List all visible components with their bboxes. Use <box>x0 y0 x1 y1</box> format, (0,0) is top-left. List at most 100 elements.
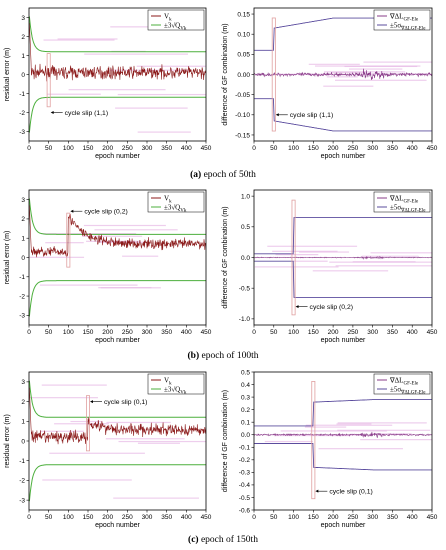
x-tick-label: 350 <box>387 329 398 336</box>
legend-box <box>373 191 431 213</box>
annotation-label: cycle slip (0,2) <box>310 304 353 311</box>
mask-band <box>106 421 171 424</box>
mask-band <box>305 424 393 426</box>
x-tick-label: 200 <box>328 329 339 336</box>
x-tick-label: 400 <box>407 145 418 152</box>
mask-band <box>41 233 137 235</box>
mask-band <box>332 71 365 74</box>
x-tick-label: 400 <box>407 514 418 521</box>
y-tick-label: 0.1 <box>241 419 250 426</box>
y-tick-label: -1 <box>19 458 25 465</box>
legend-entry: ±3√QVk <box>164 385 187 395</box>
caption-b-text: epoch of 100th <box>199 351 259 361</box>
y-axis-label: residual error (m) <box>4 414 11 468</box>
y-tick-label: 1 <box>21 419 25 426</box>
y-tick-label: 0.00 <box>237 72 250 79</box>
legend-entry-sub: k <box>169 381 172 386</box>
mask-band <box>136 65 206 67</box>
mask-band <box>41 384 107 386</box>
mask-band <box>57 38 118 40</box>
mask-band <box>337 422 427 424</box>
slip-box <box>311 381 316 500</box>
y-tick-label: 0.4 <box>241 382 250 389</box>
series-residual <box>29 23 206 82</box>
annotation-arrowhead <box>275 113 279 117</box>
chart-b-right: 0 50 100 150 200 250 300 350 400 450 -1.0 -0.5 0.0 0.… <box>222 189 438 344</box>
mask-band <box>272 250 338 252</box>
mask-band <box>118 440 206 443</box>
x-tick-label: 250 <box>347 514 358 521</box>
y-tick-label: -0.10 <box>235 112 250 119</box>
x-axis-label: epoch number <box>95 153 140 160</box>
series-sigma-upper <box>254 217 432 255</box>
y-tick-label: -1 <box>19 274 25 281</box>
mask-band <box>324 71 406 73</box>
legend-box <box>147 9 205 31</box>
chart-a-right: 0 50 100 150 200 250 300 350 400 450 -0.15 -0.10 -0.… <box>222 7 438 160</box>
legend-entry-main: ∇ΔL <box>389 376 403 384</box>
x-tick-label: 250 <box>122 514 133 521</box>
series-gf-diff <box>254 68 432 80</box>
y-tick-label: -0.15 <box>235 132 250 139</box>
legend-box <box>147 191 205 213</box>
mask-band <box>117 93 206 96</box>
series-threshold-lower <box>29 96 206 133</box>
legend-entry: ±3√QVk <box>164 203 187 213</box>
y-tick-label: 3 <box>21 379 25 386</box>
mask-band <box>29 256 85 258</box>
mask-band <box>312 270 389 272</box>
legend-entry-main: V <box>164 194 169 202</box>
plot-area-b-left <box>29 198 206 317</box>
y-tick-label: 2 <box>21 216 25 223</box>
mask-band <box>94 229 178 231</box>
y-tick-label: -1 <box>19 91 25 98</box>
y-tick-label: -3 <box>19 497 25 504</box>
y-tick-label: 2 <box>21 34 25 41</box>
legend-entry: Vk <box>164 194 172 204</box>
x-tick-label: 350 <box>161 514 172 521</box>
legend-entry-sub: ∇ΔLGF-Ele <box>400 207 426 213</box>
annotation-label: cycle slip (0,1) <box>329 488 372 495</box>
mask-band <box>334 79 427 81</box>
y-tick-label: 0.10 <box>237 31 250 38</box>
mask-band <box>98 287 152 289</box>
y-tick-label: -2 <box>19 110 25 117</box>
series-threshold-upper <box>29 380 206 418</box>
mask-band <box>337 429 431 431</box>
y-tick-label: -0.1 <box>239 445 251 452</box>
mask-band <box>361 255 419 257</box>
x-tick-label: 300 <box>142 145 153 152</box>
x-tick-label: 0 <box>252 145 256 152</box>
mask-band <box>137 131 191 133</box>
y-tick-label: -0.5 <box>239 495 251 502</box>
x-tick-label: 150 <box>308 329 319 336</box>
chart-a-left: 0 50 100 150 200 250 300 350 400 450 -3 -2 -1 0 1 2 3 epo… <box>4 7 212 160</box>
y-axis-label: residual error (m) <box>4 48 11 102</box>
slip-box <box>46 53 51 108</box>
mask-band <box>349 68 403 70</box>
x-tick-label: 300 <box>367 514 378 521</box>
y-tick-label: 0.3 <box>241 394 250 401</box>
legend-entry-main: ±3√Q <box>164 21 180 29</box>
y-tick-label: 1 <box>21 236 25 243</box>
caption-c: (c) epoch of 150th <box>0 535 446 545</box>
x-tick-label: 300 <box>142 329 153 336</box>
mask-band <box>323 85 374 87</box>
y-tick-label: -3 <box>19 313 25 320</box>
annotation-arrowhead <box>50 111 54 114</box>
x-tick-label: 50 <box>270 514 278 521</box>
y-tick-label: 0.5 <box>241 369 250 376</box>
mask-band <box>308 63 360 65</box>
x-tick-label: 50 <box>45 145 53 152</box>
chart-b-left: 0 50 100 150 200 250 300 350 400 450 -3 -2 -1 0 1 2 3 epo… <box>4 189 212 344</box>
caption-a-text: epoch of 50th <box>201 170 256 180</box>
y-tick-label: -0.5 <box>239 285 251 292</box>
series-threshold-upper <box>29 198 206 235</box>
mask-band <box>40 430 84 432</box>
legend-entry: ∇ΔLGF-Ele <box>389 376 419 386</box>
x-tick-label: 0 <box>27 514 31 521</box>
x-tick-label: 450 <box>427 145 438 152</box>
x-tick-label: 250 <box>347 329 358 336</box>
mask-band <box>280 430 387 432</box>
x-axis-label: epoch number <box>321 522 366 529</box>
